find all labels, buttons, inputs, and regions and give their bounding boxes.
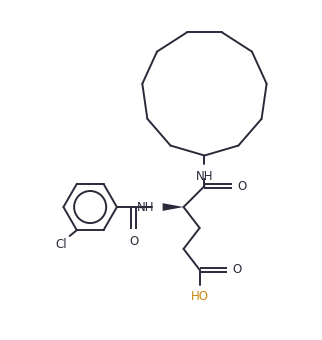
Text: O: O — [233, 263, 242, 276]
Text: Cl: Cl — [55, 238, 67, 251]
Polygon shape — [163, 203, 184, 211]
Text: HO: HO — [191, 290, 209, 303]
Text: NH: NH — [196, 170, 213, 183]
Text: NH: NH — [137, 201, 155, 214]
Text: O: O — [129, 235, 138, 248]
Text: O: O — [238, 180, 247, 192]
